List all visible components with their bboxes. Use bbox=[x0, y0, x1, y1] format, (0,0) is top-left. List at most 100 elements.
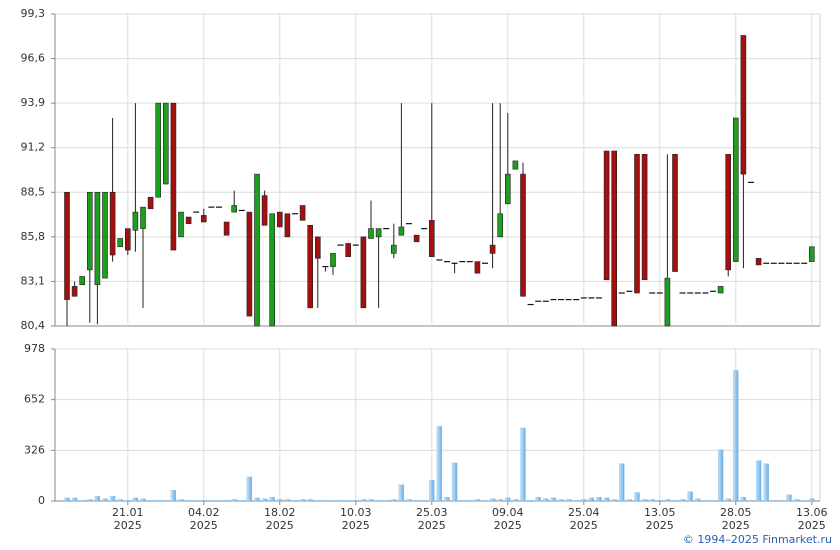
y-tick-label: 978 bbox=[24, 342, 45, 355]
candle-body bbox=[254, 173, 260, 327]
candle-body bbox=[497, 213, 504, 238]
volume-bar bbox=[535, 496, 541, 502]
volume-bar bbox=[573, 500, 579, 502]
candle-body bbox=[87, 191, 93, 271]
y-tick-label: 91,2 bbox=[21, 141, 46, 154]
candle-body bbox=[611, 150, 618, 327]
volume-bar bbox=[178, 499, 184, 502]
volume-bar bbox=[398, 484, 405, 502]
volume-bar bbox=[725, 498, 731, 502]
volume-bar bbox=[581, 499, 587, 502]
candle-body bbox=[717, 286, 724, 294]
volume-bar bbox=[482, 500, 488, 502]
candle-body bbox=[246, 211, 253, 317]
volume-bar bbox=[246, 476, 253, 502]
candle-body bbox=[155, 102, 161, 198]
candle-body bbox=[201, 215, 207, 223]
candle-body bbox=[520, 173, 526, 297]
candle-body bbox=[413, 234, 420, 243]
volume-bar bbox=[368, 499, 374, 502]
volume-bar bbox=[216, 500, 222, 502]
volume-bar bbox=[778, 500, 785, 502]
y-tick-label: 96,6 bbox=[21, 52, 46, 65]
candle-body bbox=[261, 195, 268, 226]
volume-bar bbox=[763, 463, 769, 502]
candle-body bbox=[390, 244, 397, 254]
volume-bar bbox=[603, 497, 610, 502]
volume-bar bbox=[140, 498, 146, 502]
candle-body bbox=[140, 206, 146, 229]
candle-body bbox=[170, 102, 177, 251]
candle-body bbox=[375, 228, 382, 238]
volume-bar bbox=[345, 500, 351, 502]
candle-body bbox=[147, 196, 154, 210]
volume-bar bbox=[261, 498, 268, 502]
volume-bar bbox=[619, 463, 625, 502]
volume-bar bbox=[649, 499, 655, 502]
candle-body bbox=[314, 236, 321, 259]
y-tick-label: 85,8 bbox=[21, 230, 46, 243]
candle-body bbox=[360, 236, 367, 309]
volume-bar bbox=[451, 462, 458, 502]
volume-bar bbox=[413, 500, 420, 502]
candle-body bbox=[330, 253, 336, 267]
volume-bar bbox=[375, 500, 382, 502]
candle-body bbox=[474, 261, 481, 274]
volume-bar bbox=[702, 500, 709, 502]
volume-bar bbox=[429, 479, 435, 502]
y-tick-label: 88,5 bbox=[21, 185, 46, 198]
volume-bar bbox=[786, 494, 792, 502]
volume-bar bbox=[87, 499, 93, 502]
y-tick-label: 0 bbox=[38, 494, 45, 507]
volume-bar bbox=[383, 500, 389, 502]
volume-bar bbox=[626, 499, 633, 502]
volume-bar bbox=[474, 499, 481, 502]
volume-bar bbox=[527, 500, 534, 502]
volume-bar bbox=[337, 500, 344, 502]
candle-body bbox=[79, 276, 85, 286]
candle-body bbox=[672, 154, 678, 272]
candle-body bbox=[102, 191, 108, 279]
candle-body bbox=[125, 228, 131, 251]
y-tick-label: 326 bbox=[24, 443, 45, 456]
volume-bar bbox=[391, 499, 397, 502]
volume-bar bbox=[163, 500, 169, 502]
candle-body bbox=[740, 35, 747, 175]
volume-bar bbox=[406, 499, 412, 502]
x-tick-label: 13.05 2025 bbox=[644, 506, 676, 532]
volume-bar bbox=[147, 500, 154, 502]
volume-bar bbox=[801, 500, 807, 502]
volume-bar bbox=[155, 500, 161, 502]
y-tick-label: 80,4 bbox=[21, 319, 46, 332]
volume-bar bbox=[710, 500, 716, 502]
volume-bar bbox=[687, 491, 693, 502]
volume-bar bbox=[109, 496, 116, 502]
volume-bar bbox=[467, 500, 473, 502]
volume-bar bbox=[117, 499, 123, 502]
volume-bar bbox=[239, 500, 245, 502]
x-tick-label: 28.05 2025 bbox=[720, 506, 752, 532]
candle-body bbox=[755, 258, 762, 266]
candle-body bbox=[664, 277, 671, 327]
volume-bar bbox=[353, 500, 359, 502]
volume-bar bbox=[565, 499, 572, 502]
volume-bar bbox=[558, 499, 564, 502]
volume-bar bbox=[132, 497, 139, 502]
volume-bar bbox=[201, 500, 207, 502]
volume-bar bbox=[611, 499, 617, 502]
volume-bar bbox=[94, 496, 101, 502]
x-tick-label: 25.04 2025 bbox=[568, 506, 600, 532]
volume-bar bbox=[277, 499, 283, 502]
y-tick-label: 93,9 bbox=[21, 96, 46, 109]
candle-body bbox=[163, 102, 169, 185]
volume-bar bbox=[322, 500, 329, 502]
candle-body bbox=[132, 211, 139, 231]
volume-bar bbox=[231, 499, 237, 502]
volume-bar bbox=[185, 500, 192, 502]
x-tick-label: 10.03 2025 bbox=[340, 506, 372, 532]
volume-bar bbox=[299, 499, 306, 502]
candle-body bbox=[71, 286, 78, 297]
volume-bar bbox=[269, 496, 275, 502]
